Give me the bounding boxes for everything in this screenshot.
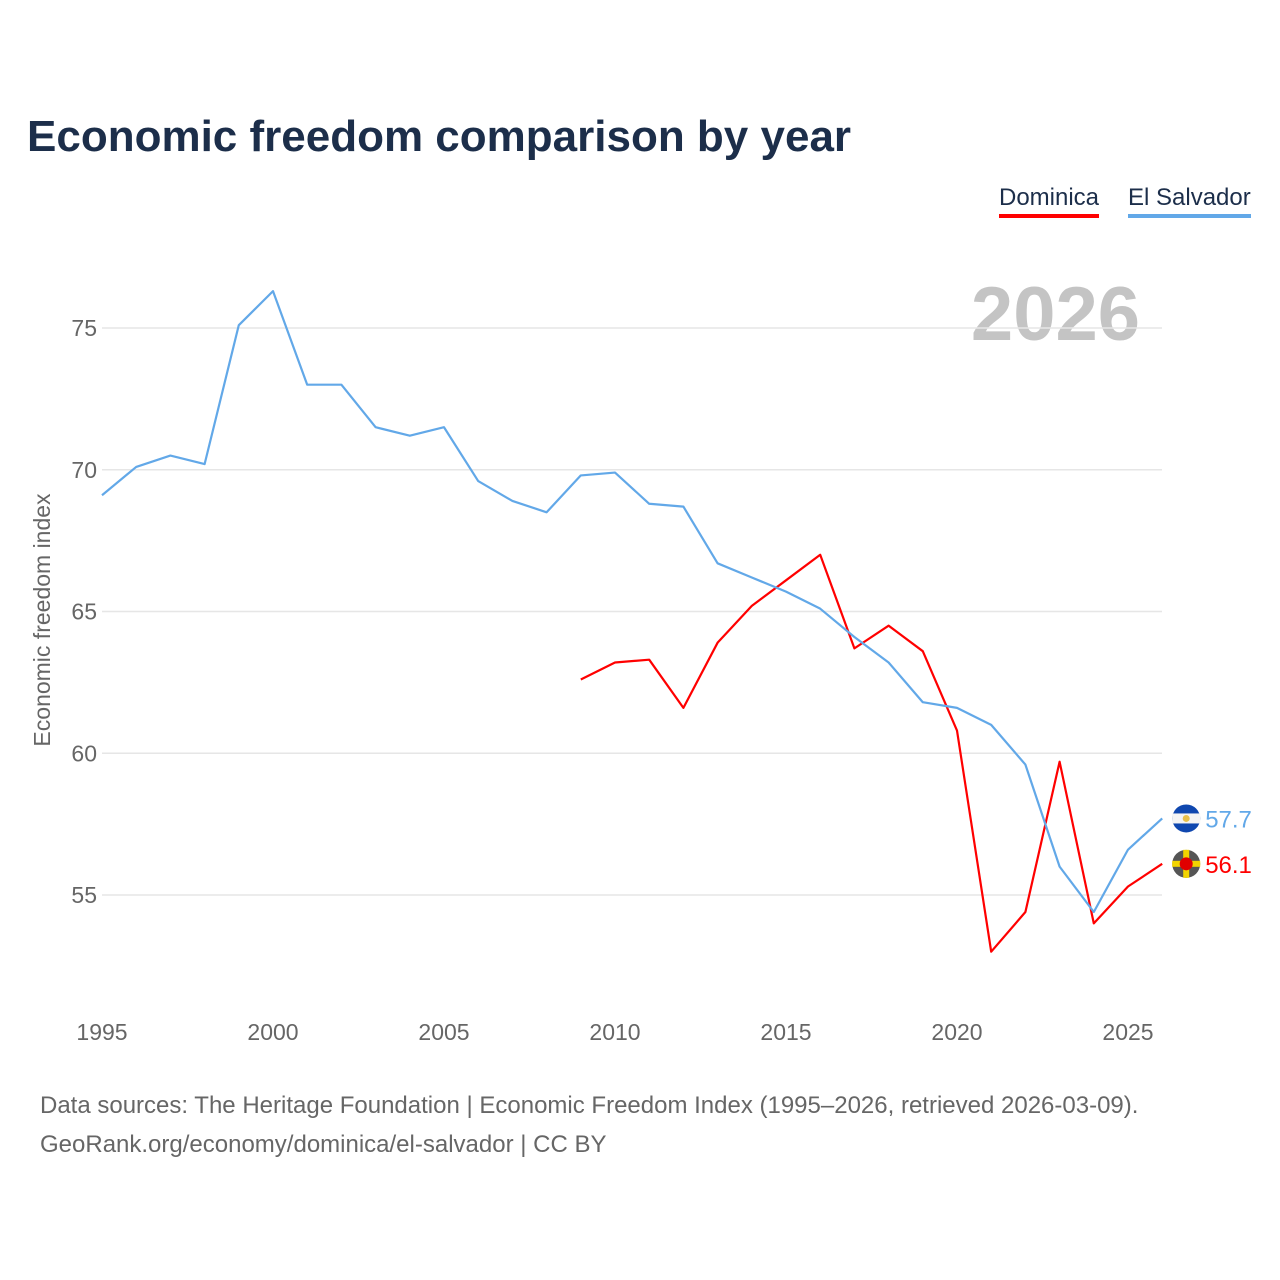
data-point [1159, 815, 1165, 821]
data-point [783, 589, 789, 595]
x-tick-label: 2000 [247, 1019, 298, 1045]
data-point [304, 382, 310, 388]
data-source: Data sources: The Heritage Foundation | … [40, 1092, 1139, 1119]
data-point [544, 509, 550, 515]
data-point [817, 606, 823, 612]
x-tick-label: 1995 [76, 1019, 127, 1045]
y-tick-label: 75 [71, 315, 97, 341]
y-tick-label: 55 [71, 882, 97, 908]
data-point [509, 498, 515, 504]
chart-title: Economic freedom comparison by year [27, 112, 852, 161]
x-tick-label: 2010 [589, 1019, 640, 1045]
data-point [407, 433, 413, 439]
data-point [270, 288, 276, 294]
legend-dominica[interactable]: Dominica [999, 184, 1100, 218]
data-point [680, 504, 686, 510]
data-point [202, 461, 208, 467]
data-point [133, 464, 139, 470]
data-point [817, 552, 823, 558]
end-value-label: 57.7 [1205, 806, 1252, 833]
data-point [988, 722, 994, 728]
data-point [646, 657, 652, 663]
x-tick-label: 2015 [760, 1019, 811, 1045]
data-point [715, 640, 721, 646]
data-point [99, 492, 105, 498]
data-point [1057, 864, 1063, 870]
data-point [373, 424, 379, 430]
flag-disc [1179, 857, 1193, 871]
series-line-el-salvador [101, 290, 1163, 914]
data-point [749, 574, 755, 580]
x-tick-label: 2025 [1102, 1019, 1153, 1045]
data-point [886, 623, 892, 629]
data-point [1091, 920, 1097, 926]
data-point [988, 949, 994, 955]
x-tick-label: 2020 [931, 1019, 982, 1045]
data-point [167, 453, 173, 459]
data-point [1091, 909, 1097, 915]
source-link[interactable]: GeoRank.org/economy/dominica/el-salvador… [40, 1131, 607, 1158]
current-year-watermark: 2026 [971, 272, 1140, 357]
data-point [441, 424, 447, 430]
data-point [475, 478, 481, 484]
data-point [715, 560, 721, 566]
footer: Data sources: The Heritage Foundation | … [40, 1086, 1138, 1164]
data-point [1022, 762, 1028, 768]
data-point [578, 677, 584, 683]
data-point [338, 382, 344, 388]
data-point [954, 705, 960, 711]
data-point [851, 634, 857, 640]
x-tick-label: 2005 [418, 1019, 469, 1045]
data-point [954, 728, 960, 734]
series-line-dominica [580, 553, 1163, 953]
data-point [612, 660, 618, 666]
data-point [1022, 909, 1028, 915]
end-value-label: 56.1 [1205, 852, 1252, 879]
flag-emblem [1182, 814, 1190, 822]
data-point [1125, 847, 1131, 853]
data-point [1125, 883, 1131, 889]
data-point [1057, 759, 1063, 765]
data-point [612, 470, 618, 476]
data-point [886, 660, 892, 666]
data-point [783, 577, 789, 583]
data-point [920, 648, 926, 654]
y-tick-label: 65 [71, 599, 97, 625]
y-axis-label: Economic freedom index [29, 493, 55, 747]
data-point [680, 705, 686, 711]
legend-el-salvador[interactable]: El Salvador [1128, 184, 1251, 218]
y-tick-label: 60 [71, 740, 97, 766]
data-point [578, 472, 584, 478]
data-point [646, 501, 652, 507]
data-point [749, 603, 755, 609]
data-point [1159, 861, 1165, 867]
data-point [851, 645, 857, 651]
y-tick-label: 70 [71, 457, 97, 483]
data-point [236, 322, 242, 328]
data-point [920, 699, 926, 705]
